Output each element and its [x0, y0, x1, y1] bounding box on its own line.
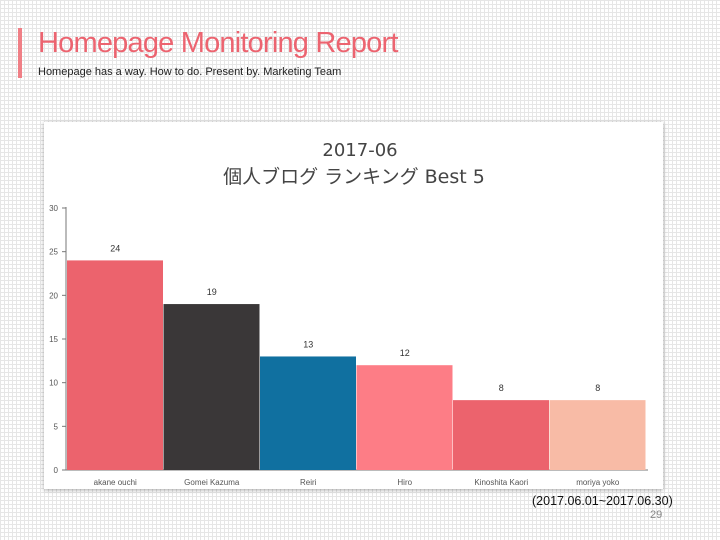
data-label: 19	[207, 287, 217, 297]
page-title: Homepage Monitoring Report	[38, 27, 398, 59]
x-category-label: Kinoshita Kaori	[474, 478, 528, 487]
bar-2	[163, 304, 260, 470]
y-tick-label: 10	[49, 379, 58, 388]
bar-6	[549, 400, 646, 470]
bar-5	[453, 400, 549, 470]
bar-3	[260, 356, 356, 470]
x-category-label: akane ouchi	[94, 478, 137, 487]
y-tick-label: 5	[54, 422, 59, 431]
chart-title-period: 2017-06	[322, 140, 397, 161]
y-tick-label: 20	[49, 291, 58, 300]
period-note: (2017.06.01~2017.06.30)	[532, 494, 673, 508]
y-tick-label: 15	[49, 335, 58, 344]
data-label: 8	[595, 383, 600, 393]
chart-title: 個人ブログ ランキング Best 5	[223, 165, 485, 188]
x-category-label: Reiri	[300, 478, 317, 487]
y-tick-label: 25	[49, 248, 58, 257]
page-number: 29	[650, 509, 663, 521]
bar-chart: 2017-06 個人ブログ ランキング Best 5 0 5 10 15 20 25 30 2…	[49, 140, 648, 487]
bar-1	[67, 260, 163, 470]
data-label: 8	[499, 383, 504, 393]
data-label: 13	[303, 339, 313, 349]
title-accent-bar	[18, 28, 22, 78]
data-label: 24	[110, 243, 120, 253]
chart-card: 2017-06 個人ブログ ランキング Best 5 0 5 10 15 20 25 30 2…	[44, 122, 663, 489]
x-category-label: moriya yoko	[576, 478, 620, 487]
x-category-label: Hiro	[397, 478, 412, 487]
page-subtitle: Homepage has a way. How to do. Present b…	[38, 66, 342, 78]
bar-4	[356, 365, 453, 470]
y-tick-label: 0	[54, 466, 59, 475]
data-label: 12	[400, 348, 410, 358]
x-category-label: Gomei Kazuma	[184, 478, 240, 487]
y-tick-label: 30	[49, 204, 58, 213]
